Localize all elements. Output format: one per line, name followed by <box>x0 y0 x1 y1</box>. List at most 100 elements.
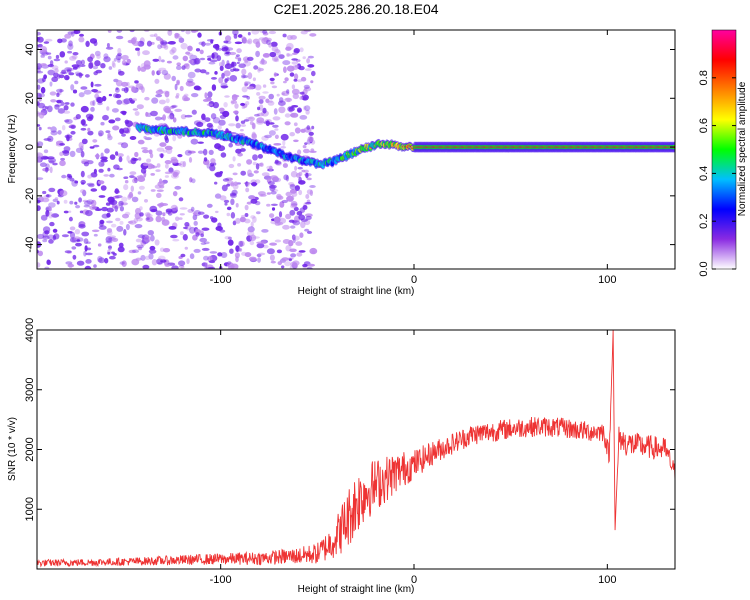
noise-speck <box>70 84 75 91</box>
noise-speck <box>303 169 309 173</box>
noise-speck <box>273 143 282 146</box>
noise-speck <box>249 121 254 126</box>
noise-speck <box>230 182 235 187</box>
noise-speck <box>48 202 56 208</box>
noise-speck <box>226 206 232 211</box>
noise-speck <box>187 208 194 213</box>
noise-speck <box>235 54 240 57</box>
noise-speck <box>293 122 298 127</box>
noise-speck <box>94 50 101 57</box>
noise-speck <box>257 191 266 196</box>
noise-speck <box>271 207 276 211</box>
noise-speck <box>37 92 42 99</box>
noise-speck <box>291 88 300 95</box>
noise-speck <box>98 161 105 167</box>
noise-speck <box>37 84 41 90</box>
noise-speck <box>272 116 281 121</box>
noise-speck <box>270 191 277 195</box>
spectrogram-ticks: -100 0 100 -40 -20 0 20 40 <box>24 30 675 286</box>
noise-speck <box>306 230 313 234</box>
noise-speck <box>71 246 77 250</box>
noise-speck <box>89 100 95 106</box>
noise-speck <box>78 224 86 229</box>
noise-speck <box>76 239 81 242</box>
noise-speck <box>284 77 289 82</box>
spectrogram-xlabel: Height of straight line (km) <box>298 286 415 297</box>
noise-speck <box>147 230 154 236</box>
snr-xlabel: Height of straight line (km) <box>298 584 415 595</box>
noise-speck <box>309 185 316 188</box>
noise-speck <box>80 170 85 178</box>
noise-speck <box>97 243 102 247</box>
noise-speck <box>269 51 277 58</box>
noise-speck <box>150 189 156 192</box>
noise-speck <box>141 86 145 93</box>
noise-speck <box>210 39 214 44</box>
noise-speck <box>112 252 117 256</box>
noise-speck <box>272 124 279 128</box>
noise-speck <box>249 240 255 246</box>
noise-speck <box>189 253 195 260</box>
noise-speck <box>160 203 169 206</box>
noise-speck <box>142 162 149 167</box>
snr-ylabel: SNR (10 * v/v) <box>7 417 18 481</box>
noise-speck <box>72 254 77 260</box>
noise-speck <box>205 71 210 75</box>
noise-speck <box>100 62 106 69</box>
noise-speck <box>190 138 199 145</box>
noise-speck <box>282 60 291 66</box>
noise-speck <box>255 163 260 170</box>
noise-speck <box>150 234 155 242</box>
noise-speck <box>144 212 151 217</box>
noise-speck <box>226 60 230 66</box>
noise-speck <box>42 190 47 195</box>
noise-speck <box>277 261 282 266</box>
noise-speck <box>302 263 308 268</box>
noise-speck <box>60 157 65 161</box>
noise-speck <box>293 139 299 143</box>
noise-speck <box>64 60 68 64</box>
noise-speck <box>300 218 308 222</box>
noise-speck <box>45 210 50 217</box>
noise-speck <box>304 228 310 232</box>
noise-speck <box>258 193 264 197</box>
noise-speck <box>68 72 75 76</box>
noise-speck <box>160 153 164 159</box>
noise-speck <box>207 97 212 102</box>
noise-speck <box>87 127 91 132</box>
noise-speck <box>107 196 115 203</box>
noise-speck <box>297 149 302 155</box>
noise-speck <box>167 115 174 120</box>
noise-speck <box>81 138 88 145</box>
noise-speck <box>129 175 135 179</box>
noise-speck <box>266 192 271 195</box>
noise-speck <box>250 221 254 228</box>
noise-speck <box>179 85 184 92</box>
noise-speck <box>88 62 94 69</box>
noise-speck <box>239 216 246 223</box>
noise-speck <box>228 265 235 269</box>
noise-speck <box>252 122 256 130</box>
noise-speck <box>63 105 69 111</box>
noise-speck <box>74 80 79 85</box>
noise-speck <box>125 223 130 231</box>
noise-speck <box>223 40 229 44</box>
noise-speck <box>106 106 110 111</box>
noise-speck <box>118 200 124 207</box>
noise-speck <box>37 158 42 163</box>
noise-speck <box>63 210 69 214</box>
noise-speck <box>261 37 269 45</box>
noise-speck <box>274 216 281 224</box>
noise-speck <box>209 216 214 220</box>
noise-speck <box>92 100 96 106</box>
noise-speck <box>291 105 299 108</box>
noise-speck <box>114 205 118 212</box>
noise-speck <box>142 264 150 269</box>
noise-speck <box>80 119 86 126</box>
noise-speck <box>40 214 48 221</box>
noise-speck <box>268 165 273 172</box>
noise-speck <box>197 211 205 215</box>
noise-speck <box>108 119 116 124</box>
noise-speck <box>241 74 246 79</box>
noise-speck <box>170 171 177 175</box>
